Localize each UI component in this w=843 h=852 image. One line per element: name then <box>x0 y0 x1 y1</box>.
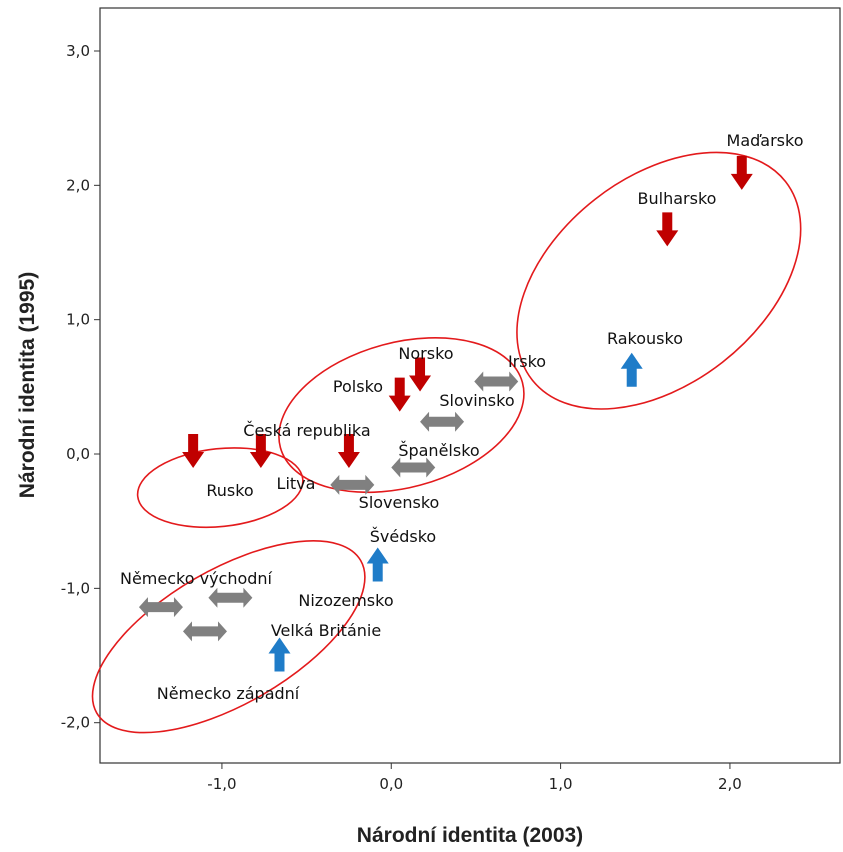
x-tick-label: -1,0 <box>207 775 236 793</box>
point-label-esk-republika: Česká republika <box>243 421 370 440</box>
axis-ticks: -1,0 0,0 1,0 2,0 -2,0 -1,0 0,0 1,0 2,0 3,0 <box>61 42 742 793</box>
point-label-rakousko: Rakousko <box>607 329 683 348</box>
cluster-ellipse-3 <box>136 447 304 529</box>
point-label-v-dsko: Švédsko <box>370 527 436 546</box>
point-label-nizozemsko: Nizozemsko <box>298 591 393 610</box>
cluster-ellipse-2 <box>278 337 525 494</box>
down-arrow-marker-ma-arsko <box>730 155 753 190</box>
point-label-litva: Litva <box>277 474 316 493</box>
x-axis-title: Národní identita (2003) <box>357 824 583 847</box>
point-labels: Maďarsko Bulharsko Rakousko Norsko Polsko Irs… <box>120 131 803 703</box>
up-arrow-marker-n-mecko-z-padn <box>268 637 291 672</box>
point-label-irsko: Irsko <box>508 352 546 371</box>
x-tick-label: 1,0 <box>549 775 573 793</box>
plot-frame <box>99 7 841 764</box>
up-arrow-marker-rakousko <box>620 352 643 387</box>
double-arrow-marker-slovinsko <box>420 411 465 432</box>
point-label-pan-lsko: Španělsko <box>398 441 479 460</box>
x-tick-label: 0,0 <box>379 775 403 793</box>
down-arrow-marker-rusko <box>182 434 205 469</box>
double-arrow-marker-pan-lsko <box>391 457 436 478</box>
double-arrow-marker-velk-brit-nie <box>182 621 227 642</box>
point-label-rusko: Rusko <box>206 481 253 500</box>
point-label-n-mecko-z-padn: Německo západní <box>157 684 300 703</box>
y-tick-label: 1,0 <box>66 311 90 329</box>
point-label-ma-arsko: Maďarsko <box>727 131 804 150</box>
cluster-ellipse-1 <box>516 151 802 410</box>
cluster-ellipse-4 <box>91 540 366 734</box>
point-label-norsko: Norsko <box>398 344 453 363</box>
y-axis-title: Národní identita (1995) <box>16 272 39 498</box>
x-tick-label: 2,0 <box>718 775 742 793</box>
down-arrow-marker-esk-republika <box>337 434 360 469</box>
down-arrow-marker-polsko <box>388 377 411 412</box>
point-label-slovinsko: Slovinsko <box>439 391 514 410</box>
double-arrow-marker-n-mecko-v-chodn <box>138 597 183 618</box>
point-label-velk-brit-nie: Velká Británie <box>271 621 381 640</box>
double-arrow-marker-irsko <box>474 371 519 392</box>
down-arrow-marker-norsko <box>409 357 432 392</box>
double-arrow-marker-nizozemsko <box>208 587 253 608</box>
y-tick-label: -1,0 <box>61 579 90 597</box>
point-markers <box>138 155 753 672</box>
down-arrow-marker-bulharsko <box>656 212 679 247</box>
cluster-ellipses <box>91 151 802 734</box>
point-label-n-mecko-v-chodn: Německo východní <box>120 569 273 588</box>
y-tick-label: -2,0 <box>61 714 90 732</box>
down-arrow-marker-litva <box>249 434 272 469</box>
point-label-polsko: Polsko <box>333 377 383 396</box>
point-label-bulharsko: Bulharsko <box>638 189 717 208</box>
up-arrow-marker-v-dsko <box>366 547 389 582</box>
point-label-slovensko: Slovensko <box>359 493 440 512</box>
y-tick-label: 3,0 <box>66 42 90 60</box>
double-arrow-marker-slovensko <box>330 474 375 495</box>
y-tick-label: 2,0 <box>66 176 90 194</box>
y-tick-label: 0,0 <box>66 445 90 463</box>
